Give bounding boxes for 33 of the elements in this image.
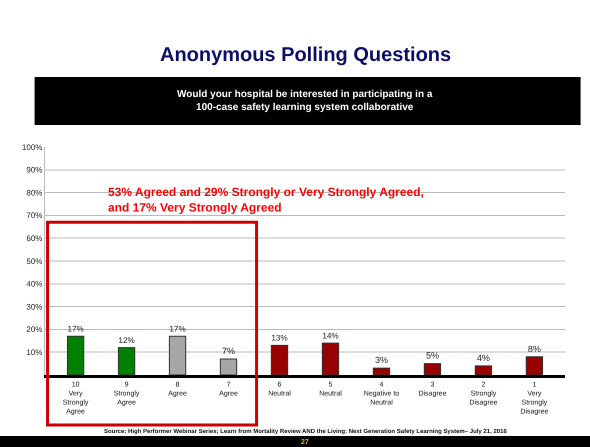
bar [526,356,544,375]
data-label: 17% [169,324,186,334]
data-label: 4% [476,352,490,363]
data-label: 13% [271,334,288,343]
bar [424,363,442,375]
y-tick-label: 70% [26,211,42,220]
data-label: 5% [426,350,439,361]
bar [372,368,390,375]
y-tick-label: 100% [22,142,42,152]
data-label: 12% [118,336,135,345]
y-tick-label: 80% [26,188,42,198]
chart-subtitle: Would your hospital be interested in participating in a 100-case safety learning system collaborative [177,89,433,113]
annotation: 53% Agreed and 29% Strongly or Very Strongly Agreed, and 17% Very Strongly Agreed [108,185,424,215]
y-tick-label: 60% [26,234,42,243]
data-label: 8% [528,344,541,354]
y-tick-label: 40% [26,280,42,289]
data-label: 3% [374,355,388,366]
bar [220,358,238,375]
y-tick-label: 30% [26,302,42,312]
bar [168,336,186,375]
data-label: 17% [67,324,84,334]
bar [474,365,492,375]
data-label: 7% [222,346,236,356]
chart-title: Anonymous Polling Questions [160,44,452,66]
data-label: 14% [322,331,339,340]
bar [118,347,136,375]
y-tick-label: 90% [26,166,42,175]
y-tick-label: 50% [26,256,42,266]
y-tick-label: 20% [26,325,42,334]
y-tick-label: 10% [26,348,42,357]
bar [322,342,340,375]
bar [66,336,84,375]
bar [270,344,288,375]
